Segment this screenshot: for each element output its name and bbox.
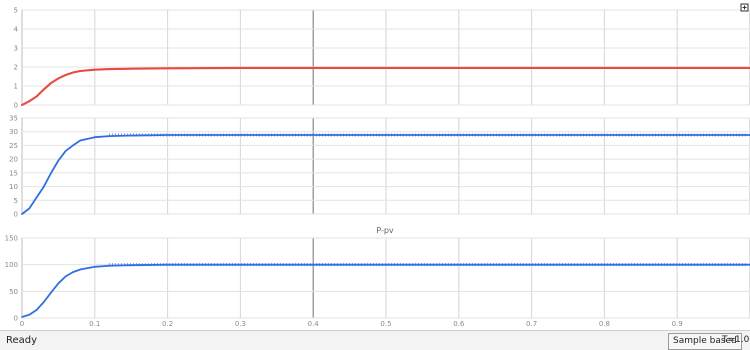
y-tick-label: 50 <box>9 288 18 296</box>
y-tick-label: 25 <box>9 142 18 150</box>
x-tick-label: 0.4 <box>308 320 320 328</box>
x-tick-label: 0.2 <box>162 320 173 328</box>
y-tick-label: 150 <box>5 235 18 243</box>
y-tick-label: 0 <box>14 211 18 219</box>
plot-panel-1[interactable]: 0 1 2 3 4 5 <box>14 7 750 110</box>
plot-panel-2[interactable]: 0 5 10 15 20 25 30 35 <box>9 115 750 219</box>
x-tick-label: 0.9 <box>672 320 683 328</box>
plot-title-p-pv: P-pv <box>376 226 394 235</box>
x-tick-label: 0.5 <box>380 320 391 328</box>
y-tick-label: 100 <box>5 261 18 269</box>
x-tick-label: 0.1 <box>89 320 100 328</box>
y-tick-label: 4 <box>14 26 19 34</box>
status-bar: Ready Sample based T=1.000 <box>0 330 750 350</box>
x-tick-label: 0 <box>20 320 24 328</box>
y-tick-label: 0 <box>14 315 18 323</box>
x-tick-label: 0.8 <box>599 320 610 328</box>
scope-plots: 0 1 2 3 4 5 0 5 10 15 20 25 30 35 0 50 100 150 0 0.1 0.2 0.… <box>5 3 750 329</box>
x-tick-label: 0.6 <box>453 320 465 328</box>
y-tick-label: 30 <box>9 128 18 136</box>
y-tick-label: 5 <box>14 7 18 15</box>
y-tick-label: 3 <box>14 45 18 53</box>
window-corner-icon[interactable] <box>740 3 749 12</box>
plot-panel-3[interactable]: 0 50 100 150 0 0.1 0.2 0.3 0.4 0.5 0.6 0.7 0.8 0.9 <box>5 235 750 329</box>
y-tick-label: 5 <box>14 197 18 205</box>
status-ready-text: Ready <box>6 335 38 346</box>
y-tick-label: 20 <box>9 156 18 164</box>
y-tick-label: 2 <box>14 64 18 72</box>
signal-line <box>20 66 750 107</box>
y-tick-label: 0 <box>14 102 18 110</box>
x-tick-label: 0.3 <box>235 320 246 328</box>
simulation-time-readout: T=1.000 <box>722 335 750 345</box>
y-tick-label: 35 <box>9 115 18 123</box>
y-tick-label: 15 <box>9 169 18 177</box>
y-tick-label: 10 <box>9 183 18 191</box>
x-tick-label: 0.7 <box>526 320 537 328</box>
y-tick-label: 1 <box>14 83 18 91</box>
